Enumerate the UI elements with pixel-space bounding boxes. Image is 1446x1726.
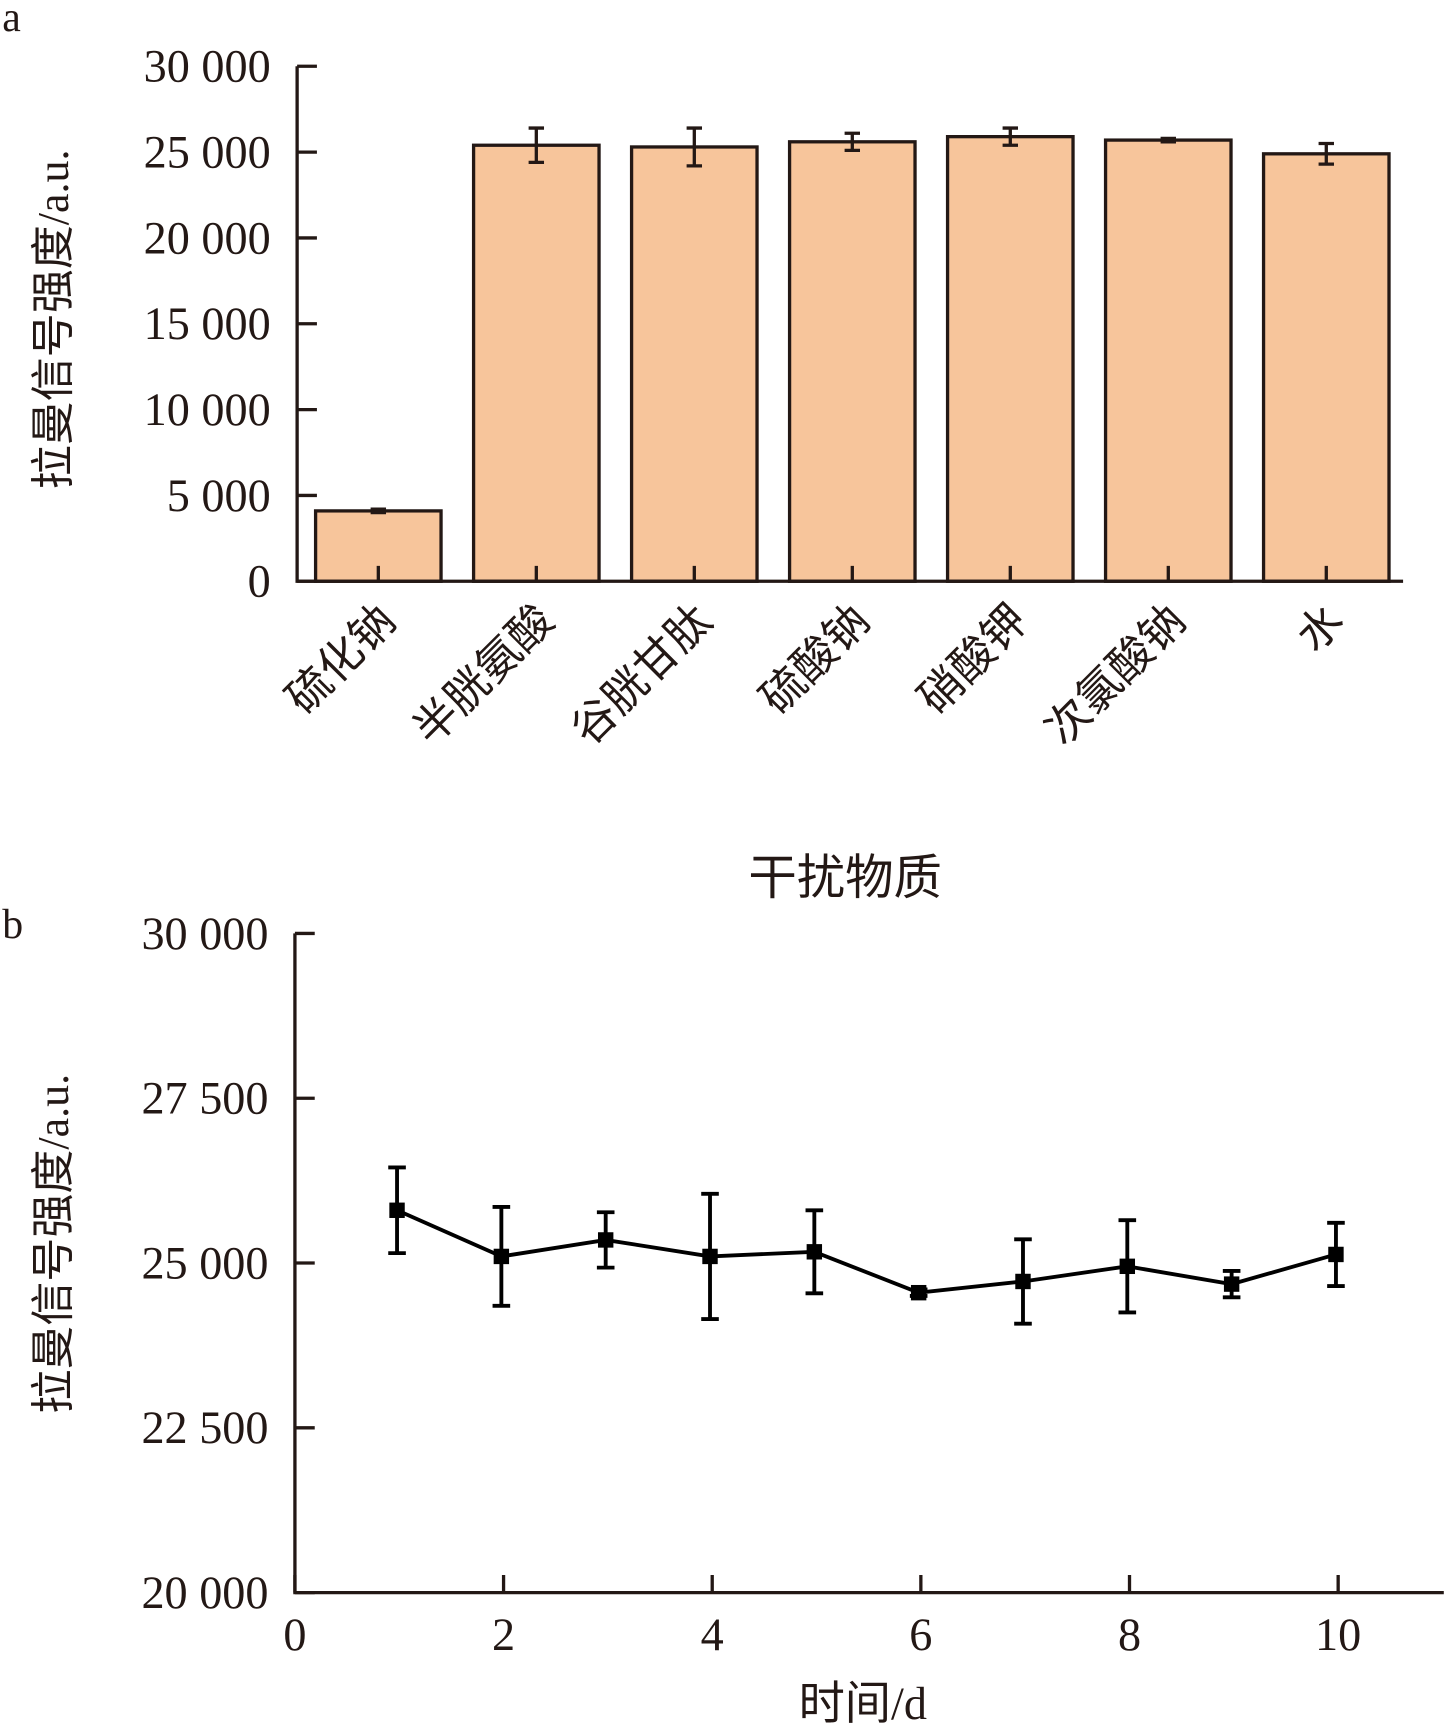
data-point (1015, 1273, 1031, 1290)
error-bar (1002, 126, 1019, 147)
x-tick-label: 8 (1118, 1609, 1141, 1660)
x-tick-label: 次氯酸钠 (1036, 596, 1195, 755)
y-tick-label: 20 000 (144, 212, 271, 263)
panel-b-line-chart: b 拉曼信号强度/a.u. 时间/d 20 000 22 500 25 000 27 … (2, 902, 1444, 1726)
data-point (910, 1284, 927, 1301)
data-point (389, 1202, 405, 1218)
bar (471, 143, 601, 583)
x-tick-label: 硫化钠 (277, 596, 405, 724)
panel-a-y-axis-label: 拉曼信号强度/a.u. (29, 149, 78, 489)
error-bar (1318, 141, 1334, 166)
data-point (1328, 1246, 1344, 1263)
y-tick-label: 30 000 (144, 41, 271, 92)
y-tick-label: 0 (248, 556, 271, 607)
bar (629, 145, 759, 583)
y-tick-label: 25 000 (141, 1237, 268, 1288)
error-bar (844, 131, 861, 153)
x-tick-label: 2 (492, 1609, 515, 1660)
data-point (702, 1248, 718, 1265)
panel-b-y-axis-label: 拉曼信号强度/a.u. (29, 1074, 78, 1414)
error-bar (1160, 136, 1176, 144)
data-point (1223, 1276, 1240, 1292)
y-tick-label: 10 000 (144, 384, 271, 435)
data-point (806, 1244, 823, 1260)
y-tick-label: 25 000 (144, 127, 271, 178)
error-bar (528, 126, 545, 165)
x-tick-label: 4 (701, 1609, 724, 1660)
error-bar (686, 126, 703, 168)
y-tick-label: 15 000 (144, 298, 271, 349)
y-tick-label: 27 500 (141, 1073, 268, 1124)
panel-b-label: b (2, 902, 23, 948)
x-tick-label: 10 (1315, 1609, 1361, 1660)
data-line (396, 1208, 1337, 1295)
x-tick-label: 6 (909, 1609, 932, 1660)
x-tick-label: 谷胱甘肽 (562, 596, 721, 755)
bar (1261, 152, 1391, 583)
y-tick-label: 5 000 (167, 470, 271, 521)
data-point (493, 1248, 510, 1265)
data-point (597, 1232, 614, 1248)
bar (945, 135, 1075, 583)
bar (1103, 138, 1233, 583)
panel-a-label: a (2, 0, 21, 41)
y-tick-label: 22 500 (141, 1402, 268, 1453)
panel-b-x-axis-label: 时间/d (799, 1678, 927, 1726)
x-tick-label: 硝酸钾 (909, 596, 1037, 724)
y-tick-label: 30 000 (141, 908, 268, 959)
x-tick-label: 硫酸钠 (751, 596, 879, 724)
x-tick-label: 半胱氨酸 (404, 596, 563, 755)
bar (787, 140, 917, 583)
x-tick-label: 水 (1287, 596, 1353, 662)
panel-a-x-axis-label: 干扰物质 (748, 852, 942, 905)
data-point (1119, 1258, 1136, 1275)
axes (293, 933, 1444, 1595)
y-tick-label: 20 000 (141, 1567, 268, 1618)
x-tick-label: 0 (283, 1609, 306, 1660)
error-bar (370, 507, 387, 515)
